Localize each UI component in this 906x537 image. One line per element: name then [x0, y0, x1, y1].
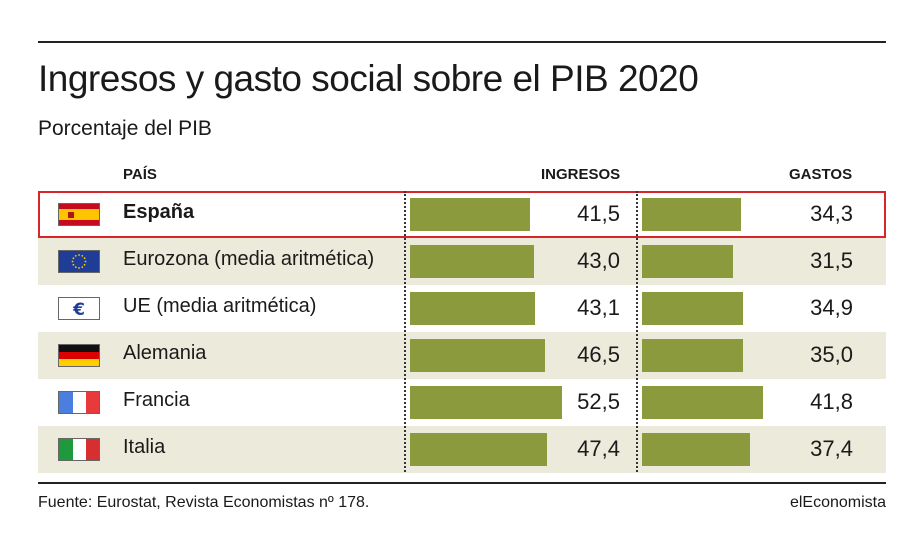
value-label-ingresos: 52,5 — [577, 389, 620, 414]
brand-logo: elEconomista — [789, 494, 886, 511]
bar-gastos — [642, 339, 744, 372]
country-label: Italia — [123, 436, 166, 458]
data-table: España 41,5 34,3 Eurozona (media aritmética… — [38, 191, 886, 473]
table-row: España 41,5 34,3 — [38, 191, 886, 238]
bar-ingresos — [410, 245, 535, 278]
source-note: Fuente: Eurostat, Revista Economistas nº… — [38, 494, 370, 511]
table-row: Eurozona (media aritmética) 43,0 31,5 — [38, 238, 886, 285]
value-label-ingresos: 43,0 — [577, 248, 620, 273]
value-label-ingresos: 46,5 — [577, 342, 620, 367]
bar-gastos — [642, 245, 734, 278]
bar-gastos — [642, 433, 751, 466]
table-row: Alemania 46,5 35,0 — [38, 332, 886, 379]
svg-text:€: € — [72, 300, 85, 319]
bar-gastos — [642, 292, 743, 325]
value-label-gastos: 31,5 — [810, 248, 853, 273]
header-gastos: GASTOS — [789, 166, 853, 183]
divider-line-ingresos — [404, 191, 406, 472]
header-ingresos: INGRESOS — [541, 166, 621, 183]
italy-flag-icon — [58, 438, 100, 461]
germany-flag-icon — [58, 344, 100, 367]
bar-ingresos — [410, 339, 545, 372]
value-label-gastos: 34,3 — [810, 201, 853, 226]
value-label-gastos: 35,0 — [810, 342, 853, 367]
header-country: PAÍS — [123, 166, 157, 183]
bar-ingresos — [410, 386, 562, 419]
bar-ingresos — [410, 198, 530, 231]
bar-ingresos — [410, 292, 535, 325]
country-label: Alemania — [123, 342, 207, 364]
table-row: Italia 47,4 37,4 — [38, 426, 886, 473]
chart-title: Ingresos y gasto social sobre el PIB 202… — [38, 58, 699, 99]
value-label-gastos: 37,4 — [810, 436, 853, 461]
value-label-ingresos: 43,1 — [577, 295, 620, 320]
country-label: Eurozona (media aritmética) — [123, 248, 375, 270]
france-flag-icon — [58, 391, 100, 414]
divider-line-gastos — [636, 191, 638, 472]
eu-flag-icon — [58, 250, 100, 273]
country-label: Francia — [123, 389, 190, 411]
table-row: € UE (media aritmética) 43,1 34,9 — [38, 285, 886, 332]
value-label-gastos: 41,8 — [810, 389, 853, 414]
table-row: Francia 52,5 41,8 — [38, 379, 886, 426]
bar-gastos — [642, 386, 763, 419]
top-rule — [38, 41, 886, 43]
euro-sign-icon: € — [58, 297, 100, 320]
country-label: UE (media aritmética) — [123, 295, 317, 317]
spain-flag-icon — [58, 203, 100, 226]
bar-gastos — [642, 198, 742, 231]
country-label: España — [123, 201, 195, 223]
value-label-ingresos: 47,4 — [577, 436, 620, 461]
value-label-gastos: 34,9 — [810, 295, 853, 320]
bar-ingresos — [410, 433, 548, 466]
value-label-ingresos: 41,5 — [577, 201, 620, 226]
bottom-rule — [38, 482, 886, 484]
chart-subtitle: Porcentaje del PIB — [38, 117, 212, 140]
